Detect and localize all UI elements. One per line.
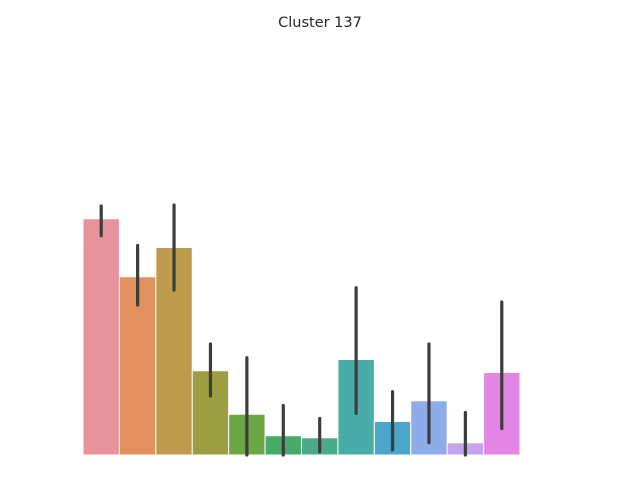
- bar-1: [82, 218, 120, 456]
- chart-title: Cluster 137: [278, 15, 362, 31]
